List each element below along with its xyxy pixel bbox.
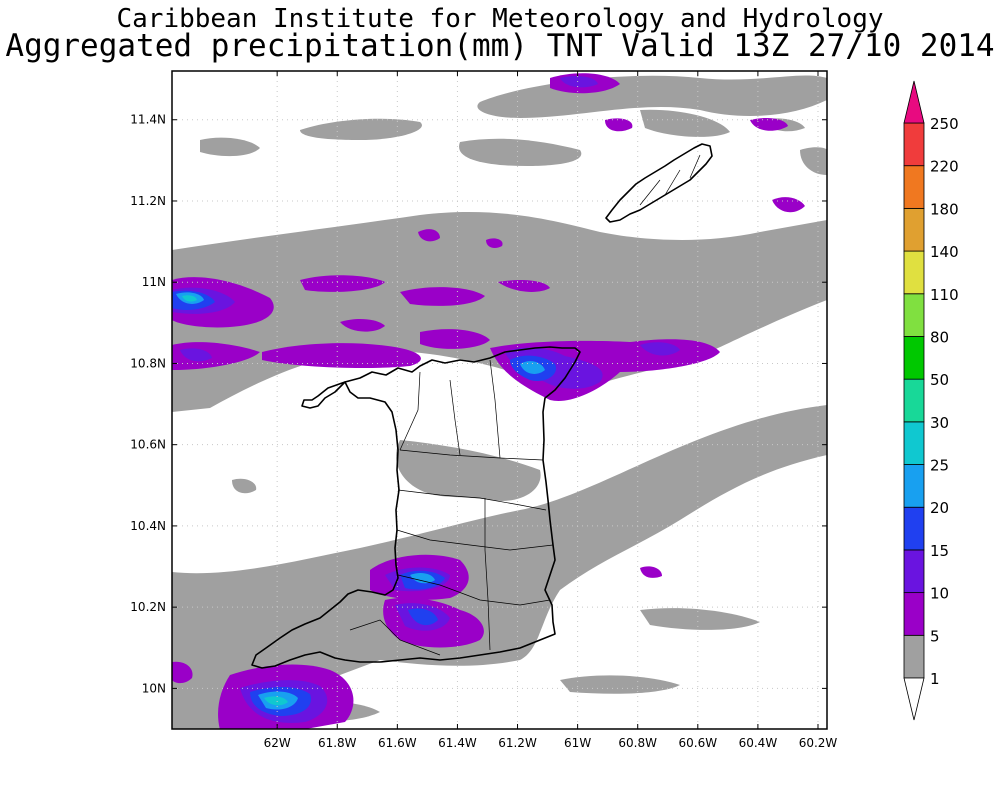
administrative-boundaries	[349, 154, 701, 656]
colorbar-segment	[903, 165, 925, 209]
precip-25-30mm	[182, 295, 288, 706]
colorbar-label: 110	[930, 286, 959, 304]
trinidad-outline	[251, 346, 581, 669]
precipitation-field	[172, 73, 827, 729]
longitude-axis: 62W 61.8W 61.6W 61.4W 61.2W 61W 60.8W 60.6W 60.4…	[264, 71, 838, 750]
lat-tick-label: 11N	[142, 275, 166, 289]
tobago-outline	[605, 143, 713, 223]
colorbar-label: 15	[930, 542, 949, 560]
colorbar-label: 1	[930, 670, 940, 688]
lat-tick-label: 11.2N	[130, 194, 166, 208]
lon-tick-label: 61.4W	[438, 736, 477, 750]
lat-tick-label: 10.8N	[130, 356, 166, 370]
colorbar-segment	[903, 207, 925, 252]
lon-tick-label: 60.8W	[618, 736, 657, 750]
precip-1-5mm	[172, 75, 827, 729]
trinidad-northwest-peninsula	[301, 381, 346, 409]
colorbar-segment	[903, 549, 925, 594]
map-frame	[171, 70, 828, 730]
lat-tick-label: 10N	[142, 681, 166, 695]
chart-title: Caribbean Institute for Meteorology and …	[116, 4, 884, 34]
colorbar-label: 220	[930, 158, 959, 176]
colorbar-segment	[903, 634, 925, 679]
lon-tick-label: 60.6W	[679, 736, 718, 750]
lat-tick-label: 10.2N	[130, 600, 166, 614]
colorbar-segment	[903, 293, 925, 337]
lon-tick-label: 61W	[564, 736, 591, 750]
colorbar-segment	[903, 122, 925, 167]
lon-tick-label: 60.2W	[799, 736, 838, 750]
colorbar-label: 80	[930, 328, 949, 346]
colorbar-segment	[903, 336, 925, 380]
map-grid	[172, 71, 827, 729]
colorbar-label: 180	[930, 200, 959, 218]
colorbar-label: 20	[930, 499, 949, 517]
colorbar-segment	[903, 378, 925, 423]
lon-tick-label: 61.8W	[318, 736, 357, 750]
lon-tick-label: 61.2W	[498, 736, 537, 750]
colorbar-label: 50	[930, 371, 949, 389]
colorbar-segment	[903, 464, 925, 508]
lat-tick-label: 10.6N	[130, 438, 166, 452]
colorbar-label: 25	[930, 457, 949, 475]
colorbar-label: 140	[930, 243, 959, 261]
colorbar-lower-extension	[903, 677, 925, 721]
latitude-axis: 10N 10.2N 10.4N 10.6N 10.8N 11N 11.2N 11.4N	[130, 113, 827, 695]
colorbar-label: 30	[930, 414, 949, 432]
lat-tick-label: 10.4N	[130, 519, 166, 533]
lon-tick-label: 61.6W	[378, 736, 417, 750]
colorbar-label: 10	[930, 585, 949, 603]
colorbar-upper-extension	[903, 80, 925, 124]
colorbar-label: 250	[930, 115, 959, 133]
colorbar-label: 5	[930, 627, 940, 645]
island-outlines	[251, 143, 713, 669]
lon-tick-label: 60.4W	[739, 736, 778, 750]
lon-tick-label: 62W	[264, 736, 291, 750]
colorbar-segment	[903, 421, 925, 465]
colorbar-segment	[903, 250, 925, 295]
lat-tick-label: 11.4N	[130, 113, 166, 127]
colorbar-segment	[903, 592, 925, 636]
chart-subtitle: Aggregated precipitation(mm) TNT Valid 1…	[5, 28, 995, 64]
colorbar-segment	[903, 506, 925, 551]
